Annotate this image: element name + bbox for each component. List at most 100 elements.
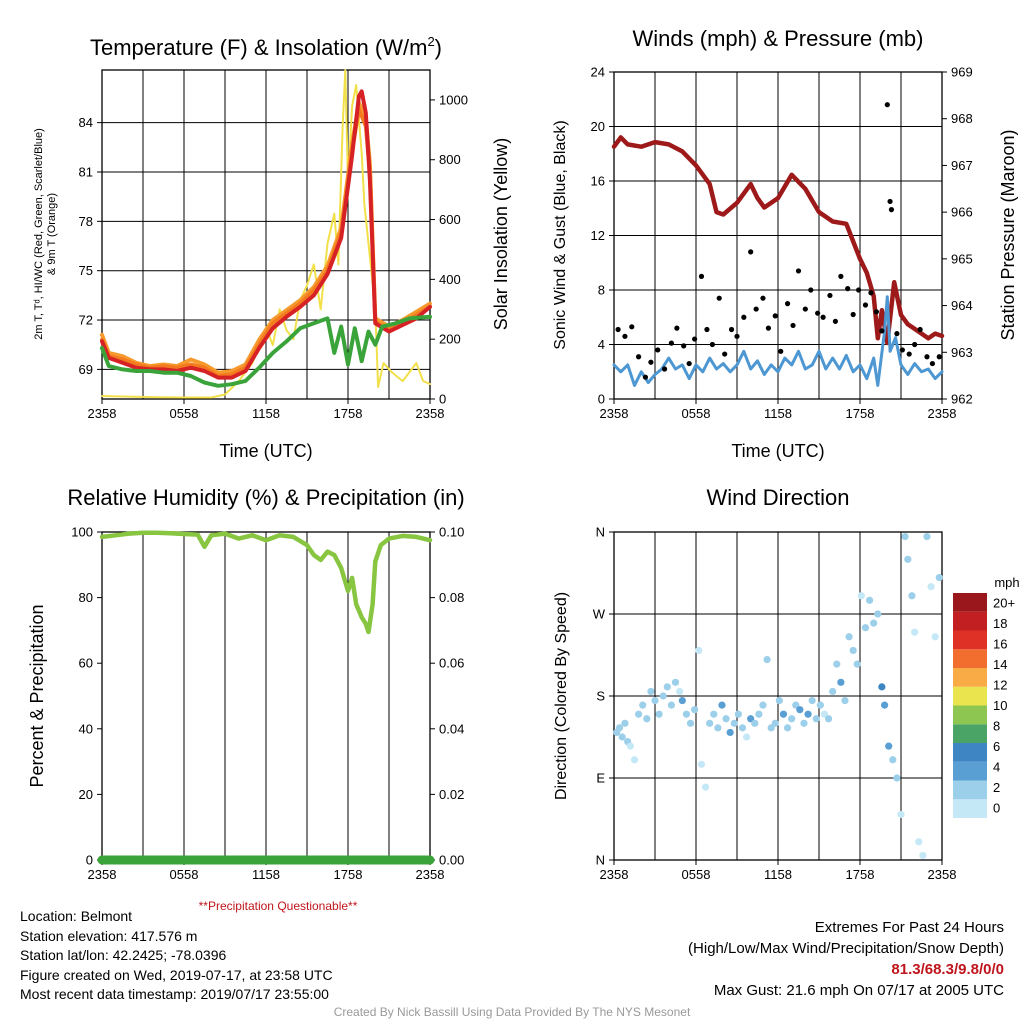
- colorbar-swatch: [953, 649, 987, 668]
- chart-wind: 2358 0558 1158 1758 235804812162024962963964…: [552, 26, 1018, 461]
- gust-point: [728, 326, 735, 333]
- direction-point: [908, 592, 916, 600]
- direction-point: [870, 619, 878, 627]
- x-axis-label: Time (UTC): [731, 441, 824, 461]
- extremes-values: 81.3/68.3/9.8/0/0: [891, 961, 1004, 978]
- chart-title: Relative Humidity (%) & Precipitation (i…: [67, 485, 464, 510]
- direction-point: [865, 596, 874, 604]
- y-right-tick-label: 0.02: [439, 787, 464, 802]
- x-tick-label: 1158: [252, 406, 280, 421]
- max-gust-text: Max Gust: 21.6 mph On 07/17 at 2005 UTC: [713, 982, 1004, 999]
- x-tick-label: 1758: [334, 406, 363, 421]
- colorbar-swatch: [953, 593, 987, 612]
- colorbar-label: 18: [993, 616, 1007, 631]
- gust-point: [734, 333, 740, 339]
- y-right-tick-label: 400: [439, 272, 461, 287]
- colorbar-label: 16: [993, 637, 1007, 652]
- credit-text: Created By Nick Bassill Using Data Provi…: [333, 1005, 691, 1019]
- y-right-tick-label: 964: [951, 298, 973, 313]
- direction-point: [808, 696, 816, 705]
- gust-point: [722, 351, 728, 357]
- x-tick-label: 1158: [764, 867, 792, 882]
- y-right-tick-label: 962: [951, 392, 973, 407]
- direction-point: [639, 701, 647, 709]
- gust-point: [686, 360, 692, 367]
- direction-point: [901, 532, 909, 541]
- location-text: Location: Belmont: [20, 908, 133, 924]
- gust-point: [894, 331, 900, 337]
- direction-point: [686, 719, 695, 727]
- y-right-tick-label: 969: [951, 65, 973, 80]
- y-right-tick-label: 965: [951, 251, 973, 266]
- chart-temp: 2358 0558 1158 1758 2358 69 72 75 78 81 84 0 200 400 6…: [33, 34, 511, 461]
- direction-point: [621, 719, 629, 727]
- gust-point: [642, 374, 649, 380]
- station-info: Location: Belmont Station elevation: 417…: [20, 907, 333, 1005]
- direction-point: [663, 683, 671, 691]
- series-temp: [100, 89, 432, 380]
- colorbar-label: 4: [993, 759, 1000, 774]
- series-wind: [612, 295, 944, 387]
- gust-point: [655, 347, 661, 353]
- gust-point: [906, 351, 912, 357]
- y-tick-label: S: [596, 689, 605, 704]
- x-tick-label: 0558: [170, 406, 199, 421]
- y-tick-label: N: [596, 853, 605, 868]
- y-tick-label: 0: [86, 853, 93, 868]
- gust-point: [873, 309, 880, 315]
- y-tick-label: W: [593, 607, 606, 622]
- y-right-tick-label: 968: [951, 111, 973, 126]
- y-axis-label: Percent & Precipitation: [27, 604, 47, 787]
- colorbar-swatch: [953, 799, 987, 818]
- x-tick-label: 2358: [928, 406, 957, 421]
- direction-point: [626, 742, 635, 750]
- gust-point: [636, 354, 642, 360]
- title-tail: ): [435, 35, 442, 60]
- y-tick-label: 75: [79, 263, 93, 278]
- colorbar-label: 12: [993, 678, 1007, 693]
- direction-point: [923, 532, 931, 541]
- direction-point: [897, 810, 905, 819]
- gust-point: [795, 268, 802, 274]
- direction-point: [919, 851, 927, 860]
- direction-point: [841, 696, 849, 705]
- direction-point: [931, 633, 939, 641]
- series-pressure: [611, 135, 945, 346]
- y-tick-label: 100: [71, 525, 93, 540]
- y-right-tick-label: 200: [439, 332, 461, 347]
- direction-point: [812, 715, 820, 723]
- direction-point: [881, 701, 889, 709]
- colorbar-swatch: [953, 780, 987, 800]
- x-tick-label: 2358: [600, 867, 629, 882]
- gust-point: [887, 198, 893, 205]
- gust-point: [716, 295, 722, 301]
- y-tick-label: 4: [598, 337, 605, 352]
- x-axis-label: Time (UTC): [219, 441, 312, 461]
- direction-point: [845, 633, 853, 641]
- direction-point: [837, 678, 845, 686]
- gust-point: [790, 322, 796, 329]
- direction-point: [635, 710, 643, 718]
- direction-point: [714, 724, 722, 732]
- gust-point: [808, 287, 814, 293]
- latlon-text: Station lat/lon: 42.2425; -78.0396: [20, 947, 227, 963]
- y-tick-label: 8: [598, 283, 605, 298]
- colorbar-label: 6: [993, 739, 1000, 754]
- x-tick-label: 0558: [682, 406, 711, 421]
- direction-point: [800, 719, 808, 727]
- direction-point: [804, 710, 812, 718]
- y-right-tick-label: 0: [439, 392, 446, 407]
- gust-point: [753, 306, 759, 312]
- y-tick-label: 81: [79, 164, 93, 179]
- direction-point: [889, 756, 897, 764]
- gust-point: [917, 326, 923, 333]
- direction-point: [915, 838, 923, 846]
- gust-point: [856, 287, 862, 293]
- y-tick-label: 80: [79, 590, 93, 605]
- gust-point: [784, 301, 791, 307]
- direction-point: [722, 715, 730, 723]
- direction-point: [667, 701, 676, 709]
- chart-title: Winds (mph) & Pressure (mb): [633, 26, 924, 51]
